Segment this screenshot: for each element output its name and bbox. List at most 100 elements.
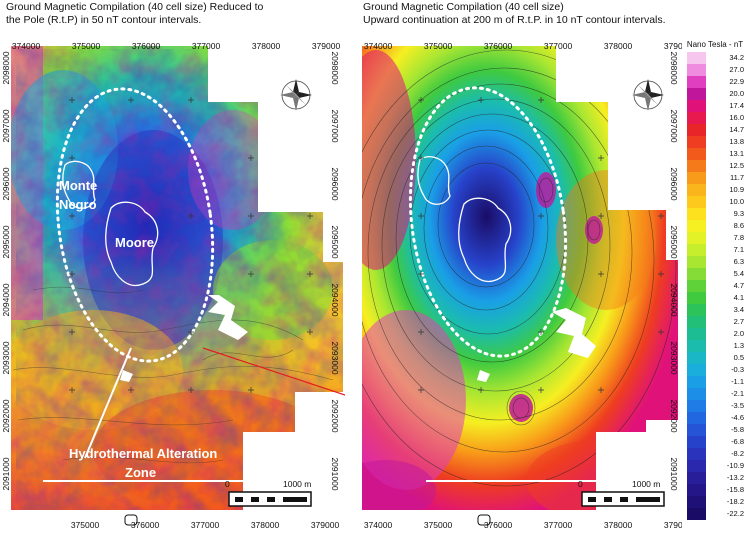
legend-value: -0.3 <box>731 365 744 374</box>
y-tick-label: 2091000 <box>669 457 679 490</box>
legend-value: -4.6 <box>731 413 744 422</box>
legend-swatch <box>687 448 706 460</box>
legend-value: -15.8 <box>726 485 744 494</box>
legend-value: 0.5 <box>733 353 744 362</box>
legend-value: -6.8 <box>731 437 744 446</box>
x-tick-label: 378000 <box>251 520 280 530</box>
legend-swatch <box>687 424 706 436</box>
legend-value: 20.0 <box>729 89 744 98</box>
y-tick-label: 2092000 <box>669 399 679 432</box>
legend-value: -5.8 <box>731 425 744 434</box>
legend-swatch <box>687 496 706 508</box>
legend-swatch <box>687 196 706 208</box>
right-map-panel[interactable]: 0 1000 m 374000 375000 376000 377000 378000 3… <box>356 40 682 530</box>
legend-value: 16.0 <box>729 113 744 122</box>
x-tick-label: 375000 <box>71 520 100 530</box>
legend-value: 2.7 <box>733 317 744 326</box>
right-map-svg: 0 1000 m 374000 375000 376000 377000 378000 3… <box>362 41 682 530</box>
legend-value: 13.1 <box>729 149 744 158</box>
legend-value: 4.7 <box>733 281 744 290</box>
legend-entry: -8.2 <box>683 448 747 460</box>
x-tick-label: 374000 <box>364 520 393 530</box>
legend-entry: 11.7 <box>683 172 747 184</box>
x-tick-label: 378000 <box>604 41 633 51</box>
alteration-leader-line <box>84 347 132 459</box>
legend-entry: 5.4 <box>683 268 747 280</box>
x-tick-label: 377000 <box>192 41 221 51</box>
y-tick-label: 2096000 <box>669 167 679 200</box>
alteration-zone-boundary[interactable] <box>41 79 230 371</box>
legend-swatch <box>687 124 706 136</box>
legend-value: 6.3 <box>733 257 744 266</box>
monte-negro-outline[interactable] <box>62 160 96 209</box>
legend-entry: -10.9 <box>683 460 747 472</box>
y-tick-label: 2094000 <box>3 283 11 316</box>
x-tick-label: 374000 <box>12 41 41 51</box>
moore-outline-right[interactable] <box>458 197 512 283</box>
legend-value: 10.9 <box>729 185 744 194</box>
legend-swatch <box>687 100 706 112</box>
legend-value: 1.3 <box>733 341 744 350</box>
legend-entry: 20.0 <box>683 88 747 100</box>
x-tick-label: 376000 <box>484 520 513 530</box>
legend-swatch <box>687 304 706 316</box>
legend-swatch <box>687 436 706 448</box>
legend-value: 22.9 <box>729 77 744 86</box>
legend-entry: -2.1 <box>683 388 747 400</box>
legend-value: 4.1 <box>733 293 744 302</box>
y-tick-label: 2097000 <box>3 109 11 142</box>
left-top-axis: 374000 375000 376000 377000 378000 379000 <box>12 41 341 51</box>
right-map-title: Ground Magnetic Compilation (40 cell siz… <box>363 1 666 26</box>
legend-value: 8.6 <box>733 221 744 230</box>
x-tick-label: 375000 <box>72 41 101 51</box>
x-tick-label: 378000 <box>252 41 281 51</box>
y-tick-label: 2093000 <box>330 341 340 374</box>
moore-outline[interactable] <box>105 201 159 287</box>
legend-swatch <box>687 508 706 520</box>
x-tick-label: 379000 <box>664 520 682 530</box>
legend-entry: -6.8 <box>683 436 747 448</box>
legend-swatch <box>687 388 706 400</box>
legend-swatch <box>687 376 706 388</box>
legend-value: 13.8 <box>729 137 744 146</box>
legend-swatch <box>687 472 706 484</box>
alteration-zone-boundary-right[interactable] <box>394 78 582 367</box>
legend-entry: 6.3 <box>683 256 747 268</box>
y-tick-label: 2094000 <box>330 283 340 316</box>
y-tick-label: 2098000 <box>669 51 679 84</box>
y-tick-label: 2095000 <box>330 225 340 258</box>
legend-value: -22.2 <box>726 509 744 518</box>
y-tick-label: 2098000 <box>3 51 11 84</box>
legend-value: 10.0 <box>729 197 744 206</box>
legend-value: 34.2 <box>729 53 744 62</box>
legend-entry: 2.0 <box>683 328 747 340</box>
x-tick-label: 374000 <box>364 41 393 51</box>
y-tick-label: 2093000 <box>3 341 11 374</box>
left-right-axis: 2098000 2097000 2096000 2095000 2094000 20930… <box>330 51 340 490</box>
left-map-panel[interactable]: Monte Negro Moore Hydrothermal Alteratio… <box>3 40 345 530</box>
y-tick-label: 2094000 <box>669 283 679 316</box>
legend-swatch <box>687 484 706 496</box>
x-tick-label: 379000 <box>312 41 341 51</box>
x-tick-label: 375000 <box>424 41 453 51</box>
legend-entry: 10.0 <box>683 196 747 208</box>
no-data-patch <box>120 370 133 382</box>
alteration-zone-label-line1: Hydrothermal Alteration <box>69 446 217 461</box>
y-tick-label: 2096000 <box>330 167 340 200</box>
y-tick-label: 2091000 <box>3 457 11 490</box>
monte-negro-outline-right[interactable] <box>417 156 451 205</box>
x-tick-label: 375000 <box>424 520 453 530</box>
left-bottom-axis: 375000 376000 377000 378000 379000 <box>71 520 340 530</box>
y-tick-label: 2098000 <box>330 51 340 84</box>
legend-entry: 27.0 <box>683 64 747 76</box>
legend-swatch <box>687 232 706 244</box>
monte-negro-label-line2: Negro <box>59 197 97 212</box>
legend-swatch <box>687 460 706 472</box>
legend-swatch <box>687 64 706 76</box>
right-map-raster <box>362 46 678 510</box>
legend-value: -13.2 <box>726 473 744 482</box>
right-grid-crosses <box>418 97 664 393</box>
x-tick-label: 379000 <box>311 520 340 530</box>
legend-value: -18.2 <box>726 497 744 506</box>
legend-entry: -22.2 <box>683 508 747 520</box>
